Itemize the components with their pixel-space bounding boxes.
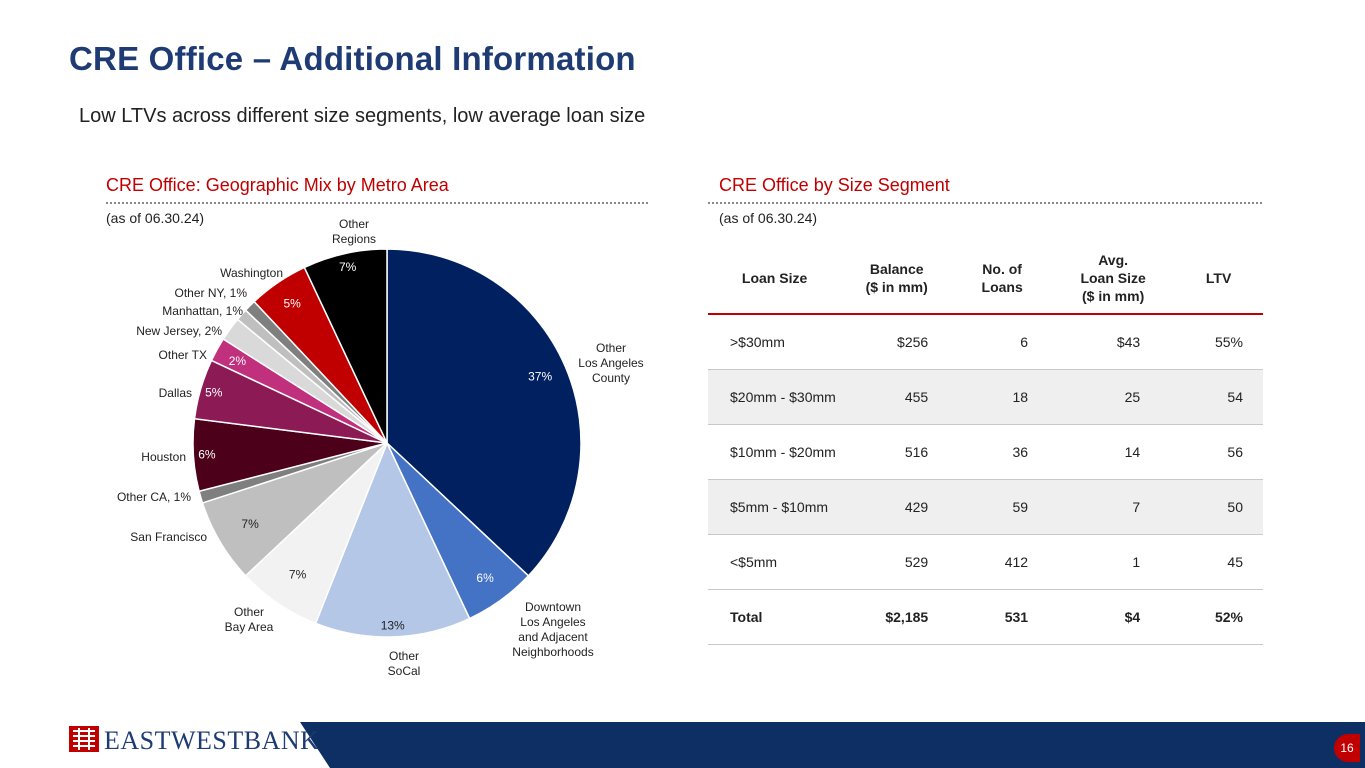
pie-slice-label: Other SoCal — [388, 649, 421, 678]
table-cell: 55% — [1174, 314, 1263, 370]
table-cell: >$30mm — [708, 314, 842, 370]
geo-mix-heading: CRE Office: Geographic Mix by Metro Area — [106, 175, 449, 195]
pie-slice-label: Downtown Los Angeles and Adjacent Neighborh… — [512, 600, 593, 659]
table-cell: Total — [708, 589, 842, 645]
table-cell: 52% — [1174, 589, 1263, 645]
table-cell: 14 — [1052, 424, 1175, 480]
table-cell: 54 — [1174, 369, 1263, 425]
bank-logo-icon — [69, 726, 99, 752]
pie-slice-label: Other NY, 1% — [175, 286, 248, 300]
table-cell: 25 — [1052, 369, 1175, 425]
pie-slice-label: Other Regions — [332, 217, 376, 246]
table-cell: 45 — [1174, 534, 1263, 590]
pie-slice-percent: 7% — [339, 260, 357, 274]
table-cell: 1 — [1052, 534, 1175, 590]
pie-slice-percent: 2% — [229, 354, 247, 368]
table-cell: 18 — [952, 369, 1053, 425]
table-row: $20mm - $30mm 455 18 25 54 — [708, 369, 1263, 425]
table-cell: $4 — [1052, 589, 1175, 645]
table-cell: $43 — [1052, 314, 1175, 370]
table-cell: 7 — [1052, 479, 1175, 535]
pie-slice-label: Other Bay Area — [225, 605, 274, 634]
table-cell: 455 — [841, 369, 953, 425]
table-cell: 529 — [841, 534, 953, 590]
pie-slice-label: Other CA, 1% — [117, 490, 191, 504]
table-cell: 429 — [841, 479, 953, 535]
geo-mix-pie-chart: 37% Other Los Angeles County 6% Downtown Los A… — [117, 217, 644, 678]
table-cell: 59 — [952, 479, 1053, 535]
table-cell: $5mm - $10mm — [708, 479, 842, 535]
pie-slice — [314, 441, 471, 638]
size-segment-divider — [708, 202, 1262, 204]
table-row: <$5mm 529 412 1 45 — [708, 534, 1263, 590]
table-cell: <$5mm — [708, 534, 842, 590]
pie-slice-label: Other TX — [159, 348, 207, 362]
table-row: $5mm - $10mm 429 59 7 50 — [708, 479, 1263, 535]
table-cell: 56 — [1174, 424, 1263, 480]
column-header: LTV — [1174, 243, 1263, 315]
table-cell: 531 — [952, 589, 1053, 645]
table-cell: 36 — [952, 424, 1053, 480]
footer-band — [300, 722, 1365, 768]
table-cell: $256 — [841, 314, 953, 370]
page-subtitle: Low LTVs across different size segments,… — [79, 105, 646, 127]
bank-logo-text: EASTWESTBANK — [104, 726, 320, 755]
pie-slice-percent: 13% — [381, 618, 405, 632]
table-header-row: Loan Size Balance ($ in mm) No. of Loans Av… — [708, 243, 1263, 315]
size-segment-heading: CRE Office by Size Segment — [719, 175, 950, 195]
pie-slice-label: Houston — [141, 450, 186, 464]
pie-slice-label: Manhattan, 1% — [162, 304, 243, 318]
table-cell: 6 — [952, 314, 1053, 370]
geo-mix-as-of: (as of 06.30.24) — [106, 210, 205, 226]
pie-slice-percent: 5% — [205, 386, 223, 400]
table-cell: 50 — [1174, 479, 1263, 535]
pie-slice-label: Other Los Angeles County — [578, 341, 643, 385]
pie-slice-percent: 6% — [476, 571, 494, 585]
page-number: 16 — [1334, 734, 1360, 762]
pie-slice-label: Washington — [220, 266, 283, 280]
pie-slice-percent: 37% — [528, 370, 552, 384]
table-total-row: Total $2,185 531 $4 52% — [708, 589, 1263, 645]
column-header: Avg. Loan Size ($ in mm) — [1052, 243, 1175, 315]
table-row: >$30mm $256 6 $43 55% — [708, 314, 1263, 370]
pie-slice-percent: 7% — [241, 517, 259, 531]
pie-slice — [303, 248, 388, 444]
page-title: CRE Office – Additional Information — [69, 40, 636, 77]
pie-slice-label: Dallas — [159, 386, 192, 400]
column-header: Balance ($ in mm) — [841, 243, 953, 315]
table-cell: 516 — [841, 424, 953, 480]
pie-slice-label: New Jersey, 2% — [136, 324, 222, 338]
column-header: No. of Loans — [952, 243, 1053, 315]
column-header: Loan Size — [708, 243, 842, 315]
pie-slice — [386, 248, 582, 577]
size-segment-as-of: (as of 06.30.24) — [719, 210, 818, 226]
table-cell: $2,185 — [841, 589, 953, 645]
pie-slice-percent: 7% — [289, 568, 307, 582]
table-cell: $10mm - $20mm — [708, 424, 842, 480]
table-cell: 412 — [952, 534, 1053, 590]
size-segment-table: Loan Size Balance ($ in mm) No. of Loans Av… — [708, 243, 1263, 645]
geo-mix-divider — [106, 202, 648, 204]
table-row: $10mm - $20mm 516 36 14 56 — [708, 424, 1263, 480]
table-cell: $20mm - $30mm — [708, 369, 842, 425]
pie-slice-label: San Francisco — [130, 530, 207, 544]
pie-slice-percent: 6% — [198, 447, 216, 461]
pie-slice-percent: 5% — [283, 296, 301, 310]
